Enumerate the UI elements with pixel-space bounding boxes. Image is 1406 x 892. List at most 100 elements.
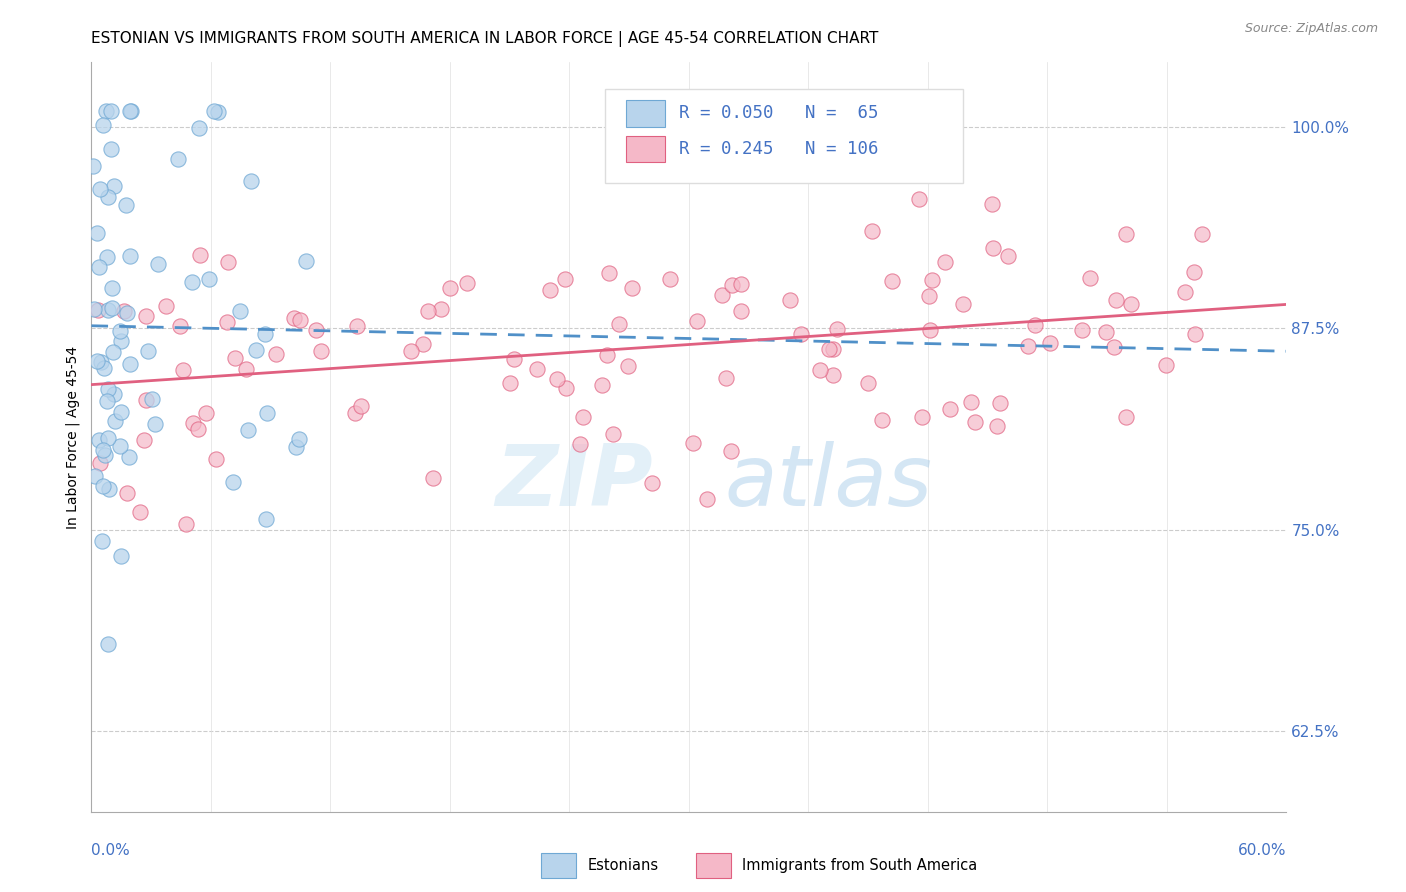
Point <box>93 360 115 375</box>
Text: Estonians: Estonians <box>588 858 659 872</box>
Point <box>526 362 548 376</box>
Point <box>229 303 252 318</box>
Point <box>918 289 941 303</box>
Point <box>818 342 841 356</box>
Point <box>714 371 737 385</box>
Point <box>96 251 118 265</box>
Text: ESTONIAN VS IMMIGRANTS FROM SOUTH AMERICA IN LABOR FORCE | AGE 45-54 CORRELATION: ESTONIAN VS IMMIGRANTS FROM SOUTH AMERIC… <box>91 31 879 47</box>
Point <box>1078 271 1101 285</box>
Point <box>120 357 142 371</box>
Point <box>180 276 202 290</box>
Point <box>83 301 105 316</box>
Point <box>730 303 752 318</box>
Point <box>97 637 120 651</box>
Y-axis label: In Labor Force | Age 45-54: In Labor Force | Age 45-54 <box>66 345 80 529</box>
Point <box>100 103 122 118</box>
Point <box>91 443 114 458</box>
Point <box>1070 323 1092 337</box>
Point <box>1115 227 1137 241</box>
Point <box>591 378 613 392</box>
Point <box>108 439 131 453</box>
Point <box>430 301 453 316</box>
Point <box>245 343 267 357</box>
Point <box>97 303 120 318</box>
Point <box>194 406 217 420</box>
Text: 60.0%: 60.0% <box>1239 843 1286 858</box>
Point <box>880 274 903 288</box>
Point <box>97 483 120 497</box>
Point <box>89 182 111 196</box>
Point <box>659 272 682 286</box>
Point <box>100 142 122 156</box>
Point <box>110 549 132 564</box>
Point <box>256 407 278 421</box>
Point <box>569 437 592 451</box>
Point <box>94 448 117 462</box>
Point <box>1154 359 1177 373</box>
Point <box>554 272 576 286</box>
Point <box>825 322 848 336</box>
Text: R = 0.245   N = 106: R = 0.245 N = 106 <box>679 140 879 158</box>
Point <box>96 393 118 408</box>
Point <box>344 406 367 420</box>
Point <box>986 419 1008 434</box>
Point <box>1024 318 1046 333</box>
Point <box>198 272 221 286</box>
Point <box>240 174 263 188</box>
Point <box>217 255 239 269</box>
Point <box>1184 326 1206 341</box>
Point <box>499 376 522 390</box>
Point <box>1119 296 1142 310</box>
Point <box>730 277 752 292</box>
Point <box>997 249 1019 263</box>
Point <box>148 257 170 271</box>
Point <box>685 314 707 328</box>
Point <box>288 313 311 327</box>
Point <box>118 450 141 464</box>
Point <box>288 432 311 446</box>
Point <box>222 475 245 489</box>
Point <box>112 303 135 318</box>
Point <box>911 409 934 424</box>
Point <box>981 196 1004 211</box>
Point <box>115 198 138 212</box>
Point <box>598 267 620 281</box>
Point <box>118 103 141 118</box>
Point <box>253 326 276 341</box>
Point <box>789 326 811 341</box>
Point <box>235 362 257 376</box>
Point <box>1115 410 1137 425</box>
Point <box>808 363 831 377</box>
Point <box>136 343 159 358</box>
Point <box>555 381 578 395</box>
Point <box>90 355 112 369</box>
Point <box>117 486 139 500</box>
Point <box>422 471 444 485</box>
Point <box>97 190 120 204</box>
Point <box>188 121 211 136</box>
Point <box>294 254 316 268</box>
Point <box>412 337 434 351</box>
Point <box>1182 265 1205 279</box>
Point <box>439 281 461 295</box>
Point <box>305 323 328 337</box>
Point <box>988 396 1011 410</box>
Point <box>86 303 108 318</box>
Point <box>1095 325 1118 339</box>
Point <box>254 512 277 526</box>
Point <box>103 178 125 193</box>
Point <box>1105 293 1128 307</box>
Point <box>108 324 131 338</box>
Point <box>283 311 305 326</box>
Point <box>981 241 1004 255</box>
Point <box>1039 335 1062 350</box>
Point <box>135 309 157 323</box>
Point <box>860 224 883 238</box>
Point <box>84 468 107 483</box>
Point <box>540 283 562 297</box>
Point <box>172 363 194 377</box>
Point <box>143 417 166 432</box>
Text: R = 0.050   N =  65: R = 0.050 N = 65 <box>679 104 879 122</box>
Point <box>187 422 209 436</box>
Point <box>908 192 931 206</box>
